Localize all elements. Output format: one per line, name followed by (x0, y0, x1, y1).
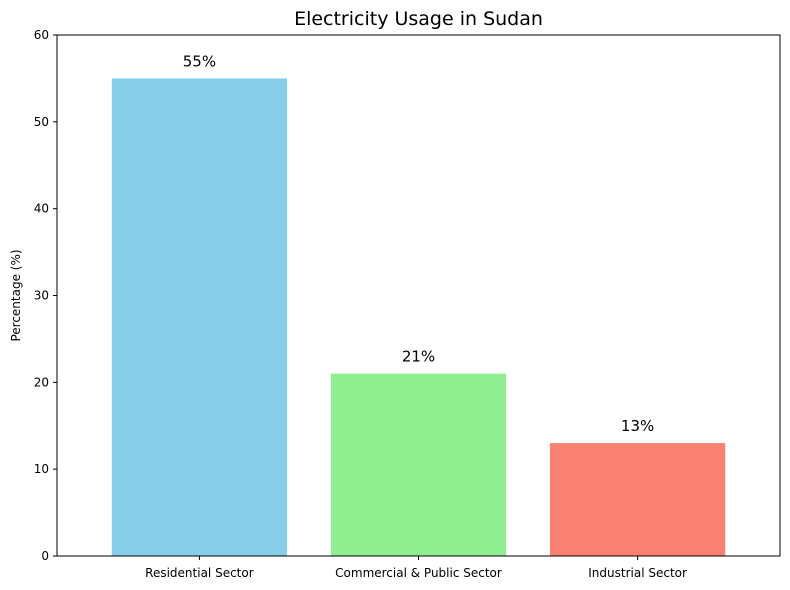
x-axis-ticks: Residential Sector Commercial & Public Se… (145, 556, 687, 580)
y-axis-ticks: 0 10 20 30 40 50 60 (34, 28, 57, 563)
x-tick-label-0: Residential Sector (145, 566, 254, 580)
y-tick-label-6: 60 (34, 28, 49, 42)
chart-title: Electricity Usage in Sudan (294, 8, 543, 30)
x-tick-label-1: Commercial & Public Sector (335, 566, 502, 580)
bar-value-label-1: 21% (402, 348, 435, 366)
y-axis-label: Percentage (%) (9, 249, 23, 341)
bar-2 (549, 443, 726, 556)
bars-group (111, 78, 726, 557)
bar-value-label-2: 13% (621, 417, 654, 435)
bar-labels-group: 55% 21% 13% (183, 52, 655, 435)
y-tick-label-3: 30 (34, 289, 49, 303)
y-tick-label-1: 10 (34, 462, 49, 476)
bar-1 (330, 373, 507, 556)
bar-0 (111, 78, 288, 557)
plot-area-frame (56, 34, 781, 557)
x-tick-label-2: Industrial Sector (588, 566, 687, 580)
y-tick-label-2: 20 (34, 375, 49, 389)
y-tick-label-4: 40 (34, 202, 49, 216)
y-tick-label-0: 0 (41, 549, 49, 563)
bar-value-label-0: 55% (183, 52, 216, 70)
y-tick-label-5: 50 (34, 115, 49, 129)
